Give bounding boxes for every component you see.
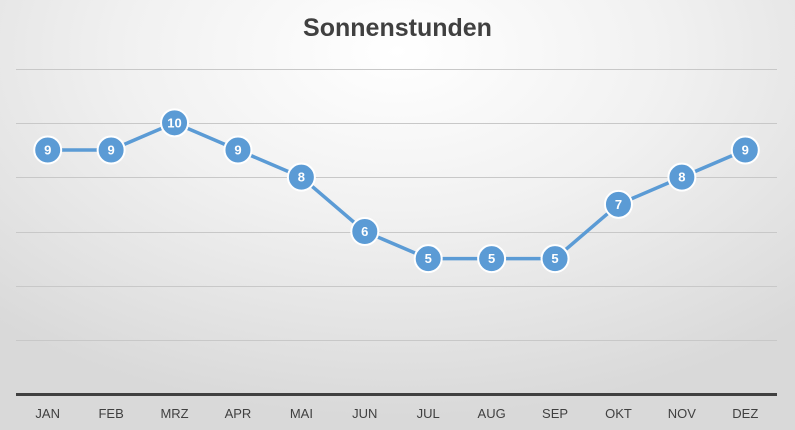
data-label: 5: [488, 251, 495, 266]
x-tick-label: JAN: [35, 406, 60, 421]
x-tick-label: NOV: [668, 406, 697, 421]
data-point: [603, 189, 633, 219]
data-point: [223, 135, 253, 165]
data-label: 5: [551, 251, 558, 266]
data-point: [413, 244, 443, 274]
data-label: 7: [615, 197, 622, 212]
x-tick-label: JUL: [417, 406, 440, 421]
x-tick-label: MAI: [290, 406, 313, 421]
data-point: [286, 162, 316, 192]
x-tick-label: APR: [225, 406, 252, 421]
data-label: 9: [742, 143, 749, 158]
data-label: 10: [167, 115, 181, 130]
x-tick-label: OKT: [605, 406, 632, 421]
data-point: [667, 162, 697, 192]
data-label: 9: [108, 143, 115, 158]
data-point: [33, 135, 63, 165]
x-tick-label: JUN: [352, 406, 377, 421]
data-point: [730, 135, 760, 165]
x-tick-label: MRZ: [160, 406, 188, 421]
data-label: 8: [298, 170, 305, 185]
data-label: 6: [361, 224, 368, 239]
data-point: [96, 135, 126, 165]
data-point: [477, 244, 507, 274]
data-label: 5: [425, 251, 432, 266]
x-tick-label: AUG: [478, 406, 506, 421]
data-label: 9: [44, 143, 51, 158]
series-line: [45, 121, 748, 261]
data-point: [160, 108, 190, 138]
data-point: [350, 217, 380, 246]
chart-title: Sonnenstunden: [303, 14, 492, 42]
x-tick-label: DEZ: [732, 406, 758, 421]
data-label: 8: [678, 170, 685, 185]
x-tick-label: SEP: [542, 406, 568, 421]
data-label: 9: [234, 143, 241, 158]
data-point: [540, 244, 570, 274]
x-tick-label: FEB: [98, 406, 123, 421]
